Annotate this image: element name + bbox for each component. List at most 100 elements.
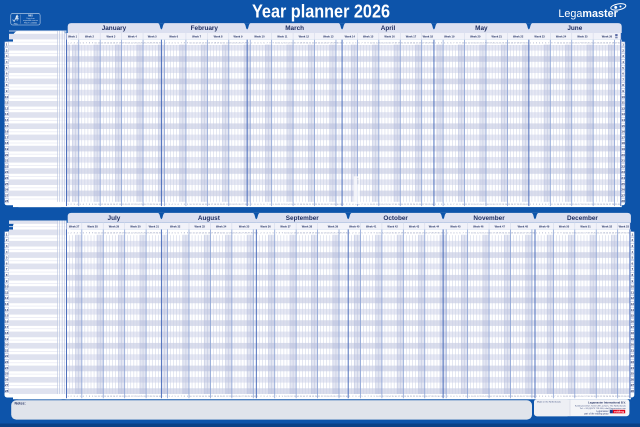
svg-text:16: 16 <box>113 204 116 206</box>
svg-text:14: 14 <box>575 233 578 235</box>
svg-text:14: 14 <box>297 233 300 235</box>
svg-text:6: 6 <box>83 233 85 235</box>
svg-text:19: 19 <box>398 204 401 206</box>
svg-text:10: 10 <box>563 233 566 235</box>
svg-text:17: 17 <box>211 233 214 235</box>
svg-text:16: 16 <box>208 43 211 45</box>
svg-text:27: 27 <box>609 204 612 206</box>
svg-text:18: 18 <box>395 204 398 206</box>
svg-text:7: 7 <box>86 204 88 206</box>
svg-text:4: 4 <box>77 233 79 235</box>
svg-text:Made in the Netherlands: Made in the Netherlands <box>537 401 562 404</box>
svg-text:Week 41: Week 41 <box>366 224 377 228</box>
svg-text:10: 10 <box>370 204 373 206</box>
svg-text:8: 8 <box>6 83 8 87</box>
svg-text:26: 26 <box>419 204 422 206</box>
svg-text:5: 5 <box>80 233 82 235</box>
svg-text:24: 24 <box>631 366 635 370</box>
svg-text:21: 21 <box>223 396 226 398</box>
svg-text:22: 22 <box>499 43 502 45</box>
svg-text:February: February <box>191 25 219 32</box>
svg-text:7: 7 <box>86 233 88 235</box>
svg-text:26: 26 <box>5 188 9 192</box>
svg-text:14: 14 <box>474 43 477 45</box>
svg-text:21: 21 <box>590 204 593 206</box>
svg-text:26: 26 <box>520 233 523 235</box>
svg-text:28: 28 <box>618 396 621 398</box>
svg-text:April: April <box>381 25 396 32</box>
svg-text:18: 18 <box>621 141 625 145</box>
svg-text:1: 1 <box>343 43 345 45</box>
svg-text:15: 15 <box>572 204 575 206</box>
svg-text:6: 6 <box>83 396 85 398</box>
svg-text:10: 10 <box>557 204 560 206</box>
svg-text:14: 14 <box>107 43 110 45</box>
svg-text:3: 3 <box>349 204 351 206</box>
svg-text:18: 18 <box>496 233 499 235</box>
svg-text:14: 14 <box>575 396 578 398</box>
svg-text:Kwinkweerd 62, 7241 CW Lochem,: Kwinkweerd 62, 7241 CW Lochem, The Nethe… <box>575 404 627 407</box>
svg-text:20: 20 <box>401 43 404 45</box>
svg-text:29: 29 <box>434 396 437 398</box>
svg-text:18: 18 <box>631 331 635 335</box>
svg-text:21: 21 <box>505 233 508 235</box>
svg-text:26: 26 <box>511 43 514 45</box>
svg-text:6: 6 <box>631 261 633 265</box>
svg-text:3: 3 <box>169 204 171 206</box>
svg-text:8: 8 <box>279 396 281 398</box>
svg-text:8: 8 <box>279 233 281 235</box>
svg-text:17: 17 <box>5 135 9 139</box>
svg-text:20: 20 <box>220 233 223 235</box>
svg-text:20: 20 <box>306 204 309 206</box>
svg-text:1: 1 <box>622 43 624 47</box>
svg-text:Legamaster: Legamaster <box>558 8 618 20</box>
svg-text:18: 18 <box>401 233 404 235</box>
svg-text:31: 31 <box>627 233 630 235</box>
svg-text:15: 15 <box>300 233 303 235</box>
svg-text:12: 12 <box>281 43 284 45</box>
svg-text:3: 3 <box>536 204 538 206</box>
svg-text:9: 9 <box>469 396 471 398</box>
svg-text:27: 27 <box>336 233 339 235</box>
svg-text:Week 5: Week 5 <box>148 35 157 39</box>
svg-text:24: 24 <box>137 43 140 45</box>
svg-text:18: 18 <box>496 396 499 398</box>
svg-text:14: 14 <box>388 396 391 398</box>
svg-text:10: 10 <box>5 285 9 289</box>
svg-text:21: 21 <box>5 348 9 352</box>
svg-text:2: 2 <box>251 43 253 45</box>
svg-text:25: 25 <box>609 233 612 235</box>
svg-text:13: 13 <box>104 233 107 235</box>
svg-text:24: 24 <box>606 233 609 235</box>
svg-text:10: 10 <box>471 233 474 235</box>
svg-text:22: 22 <box>131 233 134 235</box>
svg-text:12: 12 <box>290 233 293 235</box>
svg-text:30: 30 <box>618 204 621 206</box>
svg-text:24: 24 <box>419 396 422 398</box>
svg-text:11: 11 <box>192 43 195 45</box>
svg-text:24: 24 <box>514 233 517 235</box>
svg-text:FSC® C156362: FSC® C156362 <box>24 22 37 25</box>
svg-text:13: 13 <box>379 204 382 206</box>
svg-text:25: 25 <box>422 233 425 235</box>
svg-text:2: 2 <box>71 204 73 206</box>
svg-text:30: 30 <box>156 396 159 398</box>
svg-text:11: 11 <box>98 43 101 45</box>
svg-text:11: 11 <box>287 233 290 235</box>
svg-text:4: 4 <box>539 204 541 206</box>
svg-text:9: 9 <box>554 204 556 206</box>
svg-text:3: 3 <box>263 233 265 235</box>
svg-text:23: 23 <box>134 396 137 398</box>
svg-text:1: 1 <box>67 233 69 235</box>
svg-text:May: May <box>475 25 488 32</box>
svg-text:26: 26 <box>621 188 625 192</box>
svg-text:6: 6 <box>364 396 366 398</box>
svg-text:18: 18 <box>119 204 122 206</box>
svg-text:20: 20 <box>594 396 597 398</box>
svg-text:17: 17 <box>211 43 214 45</box>
svg-text:15: 15 <box>110 233 113 235</box>
svg-text:24: 24 <box>327 233 330 235</box>
svg-text:September: September <box>286 215 320 222</box>
svg-text:6: 6 <box>551 396 553 398</box>
svg-text:20: 20 <box>125 233 128 235</box>
